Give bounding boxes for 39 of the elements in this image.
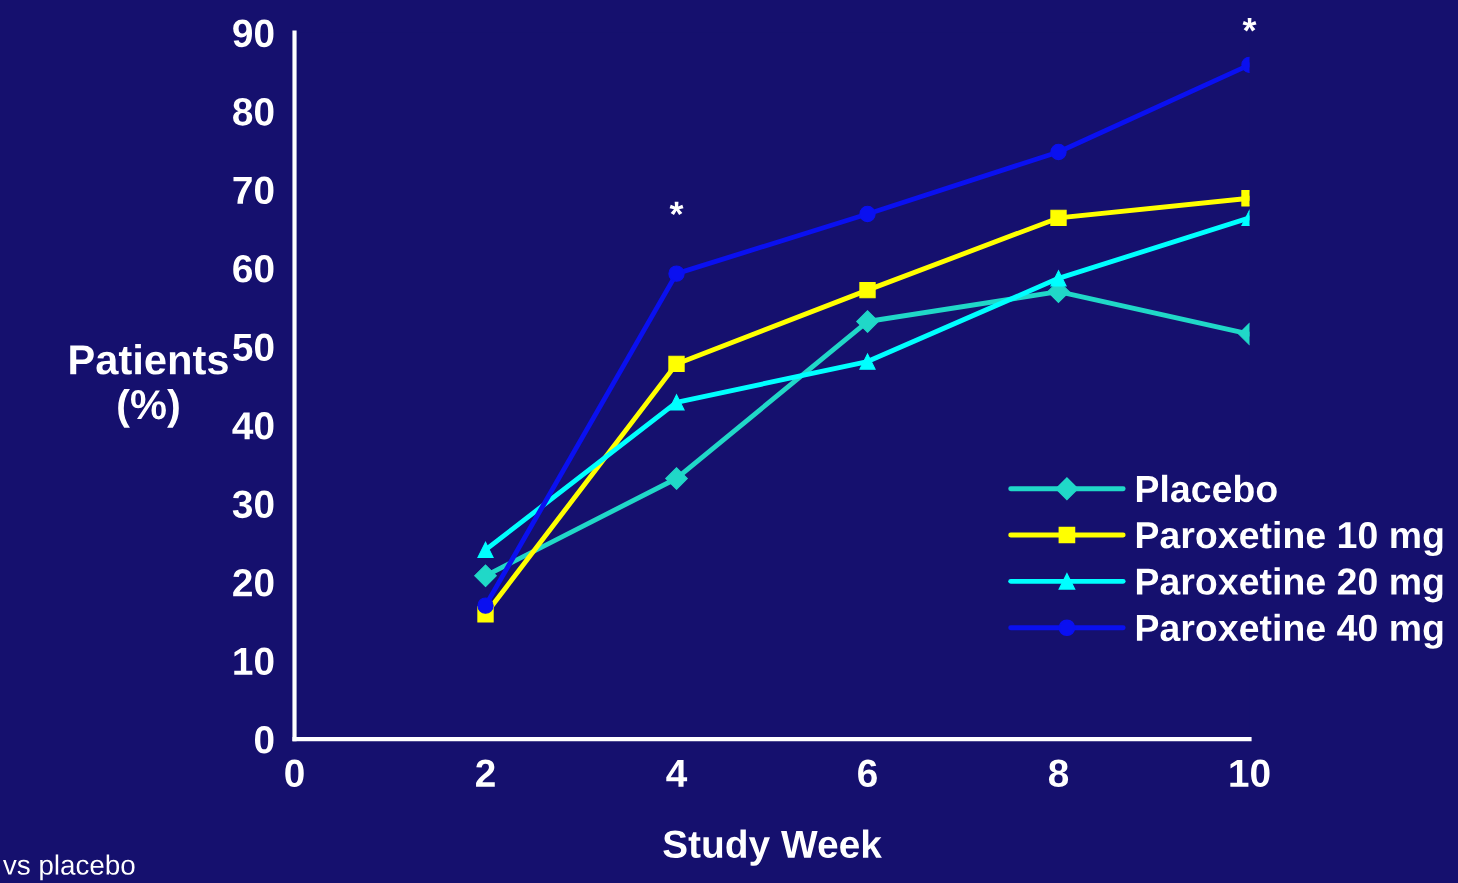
point: [668, 394, 685, 411]
y-tick-label: 40: [232, 412, 274, 440]
x-tick-label: 10: [1230, 759, 1270, 788]
point: [477, 597, 494, 614]
point: [856, 310, 879, 333]
legend-label: Paroxetine 40 mg: [1136, 613, 1443, 649]
x-axis-title: Study Week: [663, 829, 882, 866]
point: [859, 281, 876, 299]
point: [859, 353, 876, 370]
legend-label: Paroxetine 10 mg: [1136, 520, 1443, 557]
y-tick-label: 60: [233, 255, 274, 283]
point: [1050, 209, 1067, 227]
point: [1050, 270, 1067, 287]
point: [668, 355, 685, 373]
y-tick-label: 50: [233, 333, 274, 362]
text: *: [1242, 17, 1257, 32]
y-axis-title: Patients (%): [70, 344, 228, 428]
x-tick-label: 2: [476, 759, 495, 787]
y-tick-label: 90: [233, 19, 274, 48]
y-tick-label: 30: [232, 490, 274, 519]
point: [668, 265, 685, 282]
point: [859, 205, 876, 223]
legend-label: Paroxetine 20 mg: [1136, 567, 1443, 603]
x-tick-label: 8: [1048, 759, 1069, 788]
point: [1050, 143, 1067, 161]
point: [665, 467, 688, 490]
text: vs placebo: [3, 854, 135, 881]
y-tick-label: 10: [234, 647, 274, 676]
point: [477, 541, 494, 559]
x-tick-label: 4: [666, 759, 688, 787]
y-tick-label: 70: [233, 176, 274, 205]
legend-label: Placebo: [1136, 474, 1277, 503]
y-tick-label: 0: [254, 726, 274, 754]
x-tick-label: 6: [858, 759, 877, 788]
y-tick-label: 80: [233, 98, 274, 126]
y-tick-label: 20: [233, 569, 274, 597]
annotation: *: [669, 201, 684, 216]
x-tick-label: 0: [285, 759, 304, 788]
point: [474, 564, 497, 588]
